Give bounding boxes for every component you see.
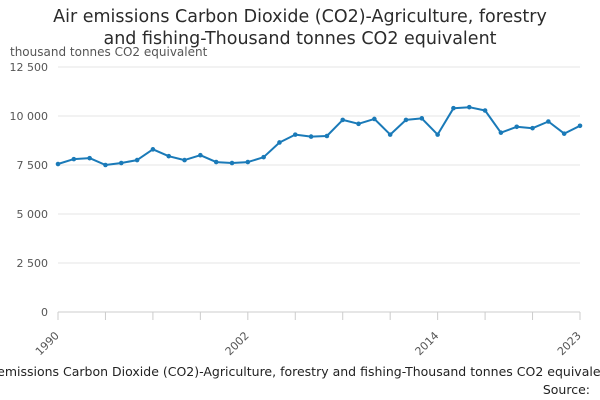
data-point (166, 153, 172, 159)
data-point (372, 116, 377, 122)
data-point (530, 125, 535, 131)
data-point (229, 160, 235, 166)
chart-title: Air emissions Carbon Dioxide (CO2)-Agric… (0, 6, 600, 50)
data-point (213, 159, 219, 165)
data-point (387, 132, 393, 137)
data-point (435, 132, 440, 137)
data-point (150, 147, 156, 152)
data-point (498, 130, 504, 135)
x-tick-label: 2023 (555, 329, 584, 358)
data-point (277, 140, 282, 145)
chart-title-line-1: Air emissions Carbon Dioxide (CO2)-Agric… (53, 7, 547, 27)
data-point (340, 117, 346, 123)
data-point (514, 124, 520, 130)
data-point (403, 117, 409, 123)
data-point (55, 161, 61, 167)
data-point (561, 131, 567, 136)
y-tick-label: 7 500 (17, 159, 49, 172)
data-point (103, 162, 108, 168)
y-tick-label: 10 000 (10, 110, 49, 123)
data-point (292, 132, 298, 137)
data-point (198, 152, 203, 158)
data-point (482, 108, 488, 113)
data-point (419, 116, 425, 121)
source-label: Source: (542, 382, 590, 397)
data-point (182, 157, 187, 163)
data-point (546, 119, 551, 124)
series-line (57, 106, 581, 166)
data-point (466, 104, 472, 110)
y-tick-label: 0 (41, 306, 48, 319)
x-tick-label: 2002 (223, 329, 252, 358)
data-point (71, 156, 77, 162)
data-point (134, 157, 140, 163)
data-point (356, 121, 361, 127)
data-point (87, 155, 92, 161)
y-axis-label: thousand tonnes CO2 equivalent (10, 45, 208, 59)
y-tick-label: 5 000 (17, 208, 49, 221)
data-point (245, 159, 251, 165)
y-tick-label: 2 500 (17, 257, 49, 270)
data-point (118, 160, 124, 166)
data-point (324, 133, 330, 139)
data-point (451, 105, 456, 111)
legend-series-label: Air emissions Carbon Dioxide (CO2)-Agric… (0, 364, 600, 379)
data-point (261, 154, 266, 160)
x-tick-label: 2014 (413, 329, 442, 358)
chart-title-line-2: and fishing-Thousand tonnes CO2 equivale… (103, 29, 497, 49)
y-tick-label: 12 500 (10, 61, 49, 74)
x-tick-label: 1990 (33, 329, 62, 358)
data-point (308, 134, 314, 139)
data-point (577, 123, 583, 129)
